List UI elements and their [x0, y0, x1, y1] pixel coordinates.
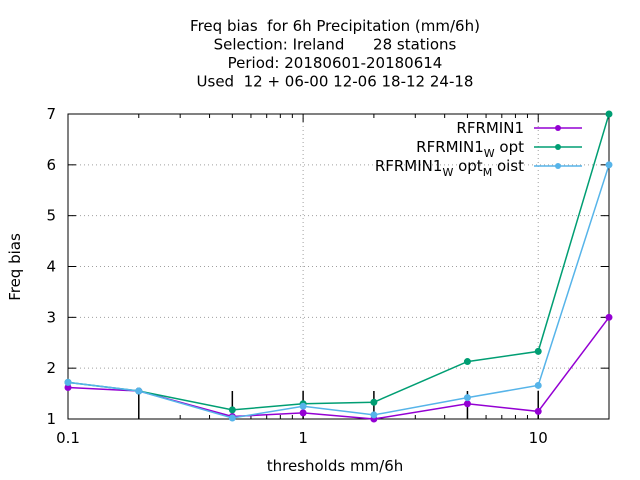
x-tick-label: 1 [298, 429, 308, 447]
data-point [228, 406, 236, 414]
title-line-4: Used 12 + 06-00 12-06 18-12 24-18 [197, 73, 474, 91]
legend-swatch-point [555, 144, 561, 150]
y-tick-label: 7 [46, 105, 56, 123]
legend-entry-3: RFRMIN1W optM oist [375, 157, 582, 179]
y-axis-label: Freq bias [6, 233, 24, 301]
data-point [463, 400, 471, 408]
data-point [534, 407, 542, 415]
data-point [299, 402, 307, 410]
y-tick-label: 4 [46, 258, 56, 276]
series-3 [64, 161, 613, 422]
y-tick-label: 3 [46, 308, 56, 326]
legend-label: RFRMIN1W optM oist [375, 157, 524, 179]
legend-swatch-point [555, 163, 561, 169]
x-tick-label: 10 [529, 429, 548, 447]
data-point [370, 398, 378, 406]
title-line-1: Freq bias for 6h Precipitation (mm/6h) [190, 17, 480, 35]
title-line-3: Period: 20180601-20180614 [228, 54, 443, 72]
legend-swatch-point [555, 125, 561, 131]
legend-entry-2: RFRMIN1W opt [416, 138, 582, 160]
data-point [534, 347, 542, 355]
legend-label: RFRMIN1 [456, 119, 524, 137]
y-tick-label: 5 [46, 207, 56, 225]
y-tick-label: 1 [46, 410, 56, 428]
data-point [299, 409, 307, 417]
legend-entry-1: RFRMIN1 [456, 119, 582, 137]
legend-label: RFRMIN1W opt [416, 138, 524, 160]
data-point [605, 313, 613, 321]
data-point [605, 161, 613, 169]
series-1 [64, 313, 613, 423]
data-point [534, 381, 542, 389]
data-point [463, 358, 471, 366]
series-line [67, 113, 610, 411]
data-point [370, 411, 378, 419]
x-tick-label: 0.1 [56, 429, 80, 447]
plot-frame [67, 113, 610, 420]
y-tick-label: 6 [46, 156, 56, 174]
data-point [605, 110, 613, 118]
title-line-2: Selection: Ireland 28 stations [214, 36, 457, 54]
series-line [67, 164, 610, 419]
data-series [64, 110, 613, 423]
data-point [228, 414, 236, 422]
y-tick-label: 2 [46, 359, 56, 377]
series-2 [64, 110, 613, 414]
data-point [64, 378, 72, 386]
data-point [135, 387, 143, 395]
grid-lines [68, 114, 609, 419]
x-axis-label: thresholds mm/6h [267, 457, 404, 475]
chart-title: Freq bias for 6h Precipitation (mm/6h)Se… [190, 17, 480, 91]
data-point [463, 394, 471, 402]
